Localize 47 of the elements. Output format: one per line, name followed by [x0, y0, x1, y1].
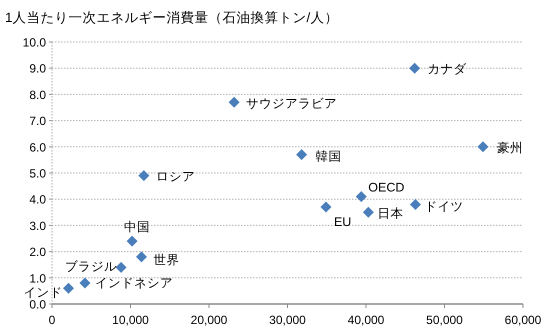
point [136, 251, 147, 262]
point [409, 62, 420, 74]
point [62, 282, 74, 294]
annotation: 豪州 [496, 140, 523, 155]
annotation: ロシア [156, 170, 195, 184]
y-tick-label: 7.0 [29, 114, 46, 128]
x-tick-label: 0 [48, 313, 56, 327]
y-tick-label: 4.0 [29, 192, 46, 207]
x-tick-label: 60,000 [504, 313, 542, 327]
x-tick-label: 10,000 [112, 313, 150, 327]
annotation: 中国 [124, 220, 150, 234]
annotation: カナダ [428, 62, 468, 76]
annotation: OECD [368, 180, 404, 195]
annotation: 世界 [153, 252, 180, 267]
point [228, 96, 240, 108]
x-tick-label: 40,000 [348, 313, 385, 327]
point [126, 236, 138, 247]
point [320, 202, 332, 213]
point [410, 198, 421, 210]
point [116, 262, 127, 273]
y-tick-label: 9.0 [29, 62, 46, 76]
annotation: サウジアラビア [246, 96, 338, 110]
annotation: インド [23, 285, 62, 300]
y-tick-label: 0.0 [29, 298, 46, 312]
point [362, 206, 374, 218]
point [79, 278, 90, 289]
point [138, 170, 150, 182]
point [356, 191, 367, 202]
y-tick-label: 2.0 [29, 245, 46, 260]
y-tick-label: 8.0 [29, 88, 46, 102]
annotation: EU [334, 215, 352, 230]
y-tick-label: 3.0 [29, 218, 46, 233]
annotation: 韓国 [316, 150, 342, 164]
y-tick-label: 6.0 [29, 140, 46, 154]
y-tick-label: 5.0 [29, 166, 46, 180]
chart-title: 1人当たり一次エネルギー消費量（石油換算トン/人） [5, 10, 338, 25]
y-tick-label: 10.0 [22, 36, 46, 50]
x-tick-label: 50,000 [426, 313, 464, 327]
annotation: ドイツ [424, 199, 464, 214]
point [477, 141, 488, 152]
annotation: インドネシア [94, 276, 173, 290]
annotation: ブラジル [65, 259, 118, 274]
x-tick-label: 20,000 [190, 313, 228, 327]
point [296, 149, 308, 160]
y-tick-label: 1.0 [29, 271, 46, 286]
annotation: 日本 [377, 206, 404, 220]
x-tick-label: 30,000 [269, 313, 306, 327]
